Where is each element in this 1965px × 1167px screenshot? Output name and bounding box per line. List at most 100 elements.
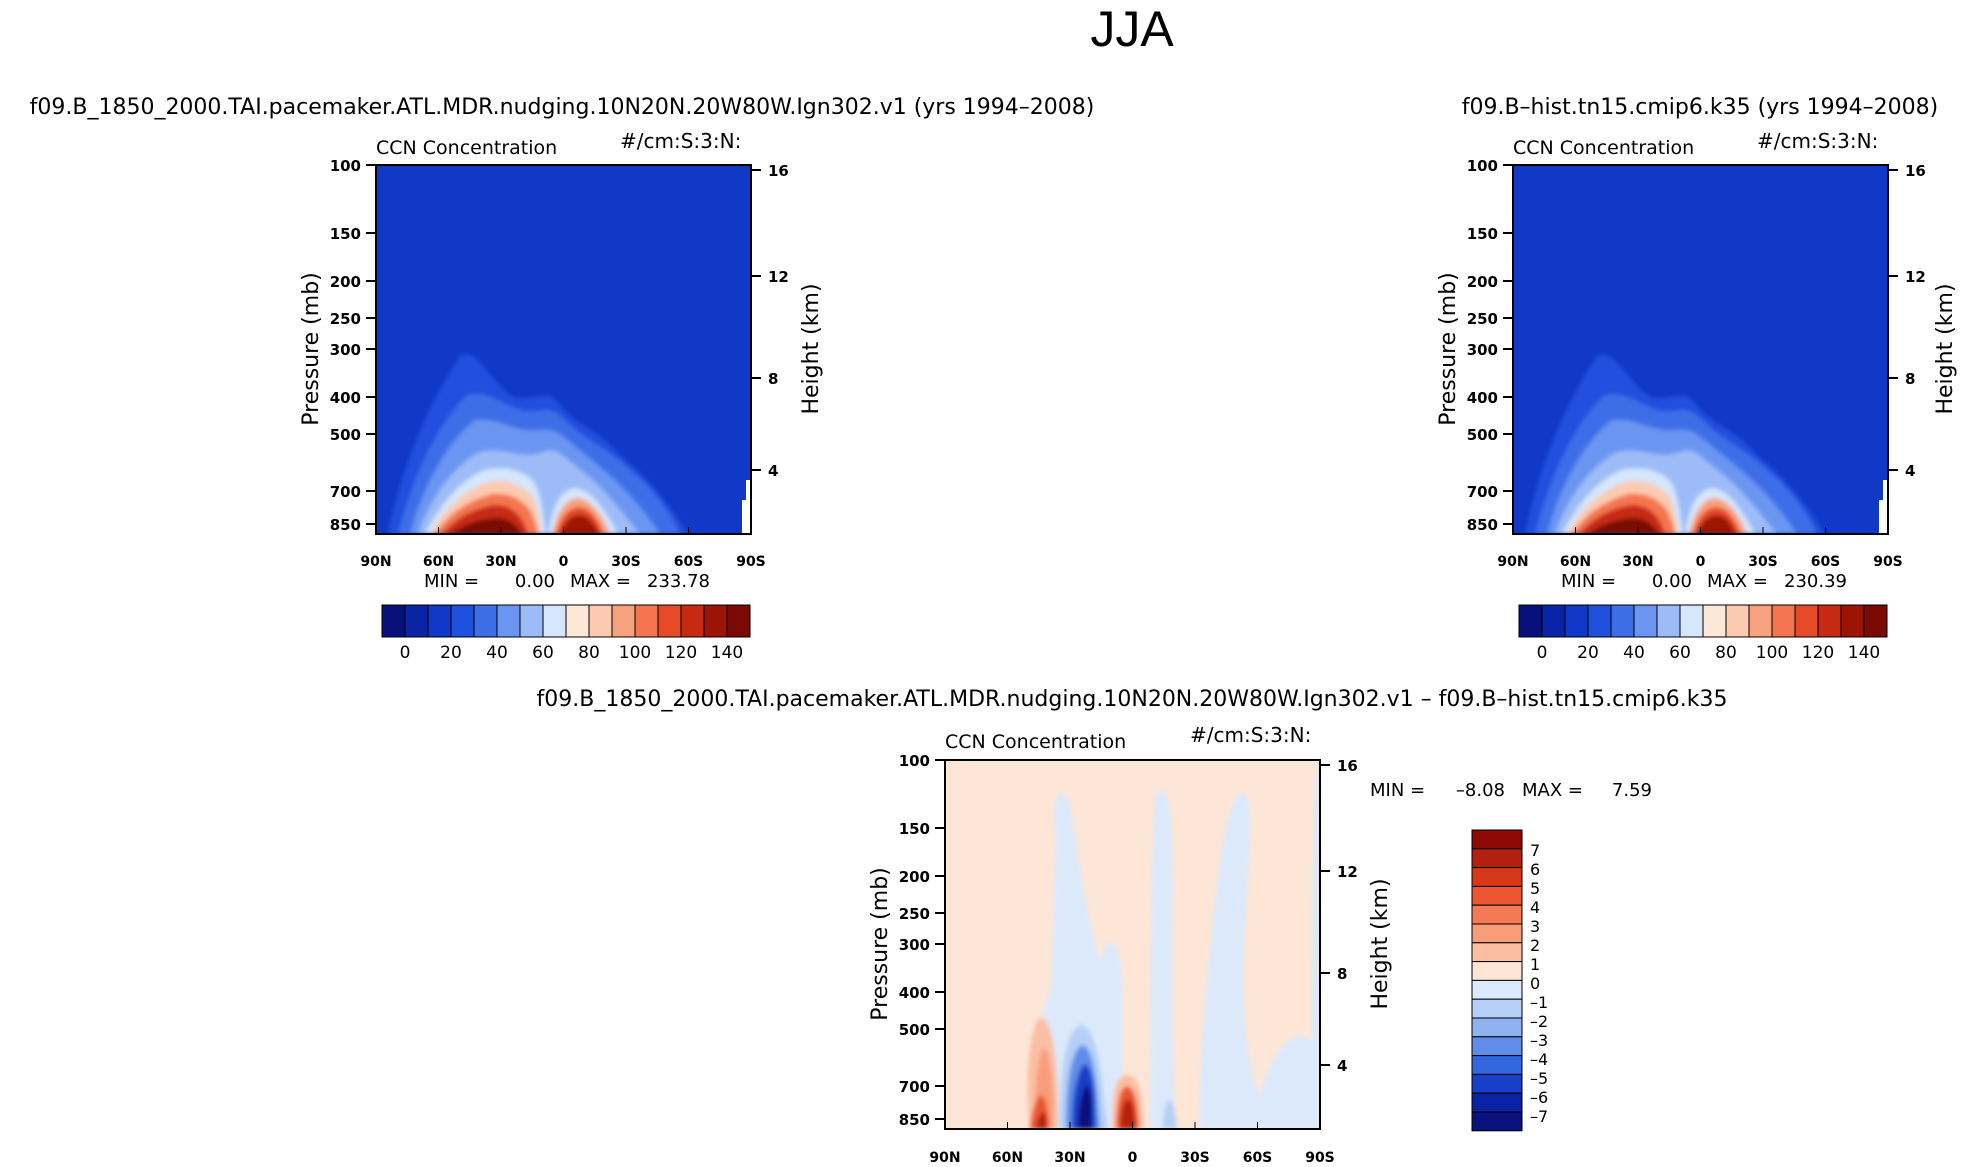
panel-2-ytick: 400 [1467, 389, 1498, 407]
colorbar-cell [1518, 604, 1543, 638]
panel-2-cbar-label: 100 [1756, 643, 1788, 663]
colorbar-cell [1471, 1092, 1523, 1113]
panel-3-cbar-label: –2 [1530, 1012, 1548, 1031]
panel-1-ytick: 100 [330, 157, 361, 175]
panel-3-xtick: 60S [1243, 1150, 1273, 1166]
colorbar-cell [1748, 604, 1773, 638]
panel-3-colorbar-labels: 7 6 5 4 3 2 1 0 –1 –2 –3 –4 –5 –6 –7 [1530, 841, 1548, 1126]
panel-2-ytick: 850 [1467, 516, 1498, 534]
panel-1-x-axis: 90N 60N 30N 0 30S 60S 90S [360, 527, 766, 570]
colorbar-cell [634, 604, 659, 638]
colorbar-cell [1702, 604, 1727, 638]
panel-2-units: #/cm:S:3:N: [1757, 129, 1878, 153]
panel-1-units: #/cm:S:3:N: [620, 129, 741, 153]
panel-1-ytick: 200 [330, 273, 361, 291]
panel-3-cbar-label: 5 [1530, 879, 1540, 898]
panel-3-ytick: 300 [899, 936, 930, 954]
panel-2-ytick: 250 [1467, 310, 1498, 328]
colorbar-cell [1863, 604, 1888, 638]
panel-3-ytick: 200 [899, 868, 930, 886]
panel-1-cbar-label: 120 [665, 643, 697, 663]
panel-1-xtick: 30S [611, 554, 641, 570]
panel-1-stats: MIN = 0.00 MAX = 233.78 [424, 571, 710, 592]
colorbar-cell [1471, 923, 1523, 944]
page-title: JJA [1090, 1, 1174, 57]
panel-1-xtick: 30N [485, 554, 516, 570]
panel-3-xtick: 30S [1180, 1150, 1210, 1166]
panel-2-colorbar-labels: 0 20 40 60 80 100 120 140 [1537, 643, 1881, 663]
panel-3-ylabel: Pressure (mb) [868, 867, 893, 1021]
colorbar-cell [1771, 604, 1796, 638]
colorbar-cell [565, 604, 590, 638]
panel-3-rtick: 16 [1337, 757, 1358, 775]
panel-2-colorbar [1518, 604, 1888, 638]
panel-1-ylabel: Pressure (mb) [299, 272, 324, 426]
colorbar-cell [703, 604, 728, 638]
panel-2-max-value: 230.39 [1784, 571, 1847, 592]
panel-2-field [1513, 165, 1888, 534]
panel-1-colorbar-labels: 0 20 40 60 80 100 120 140 [400, 643, 744, 663]
panel-3-cbar-label: 4 [1530, 898, 1540, 917]
panel-3-ylabel-right: Height (km) [1368, 878, 1393, 1009]
panel-1-colorbar [381, 604, 751, 638]
panel-3-xtick: 60N [992, 1150, 1023, 1166]
panel-3-stats: MIN = –8.08 MAX = 7.59 [1370, 780, 1652, 801]
panel-2-ytick: 500 [1467, 426, 1498, 444]
colorbar-cell [496, 604, 521, 638]
panel-3-cbar-label: –4 [1530, 1050, 1548, 1069]
panel-1-missing-sliver [746, 480, 751, 534]
panel-2-right-axis: 16 12 8 4 [1888, 162, 1926, 480]
panel-1-ytick: 700 [330, 483, 361, 501]
panel-2-min-value: 0.00 [1652, 571, 1692, 592]
panel-3-ytick: 850 [899, 1111, 930, 1129]
panel-1-ytick: 300 [330, 341, 361, 359]
colorbar-cell [588, 604, 613, 638]
panel-3-cbar-label: 3 [1530, 917, 1540, 936]
panel-3-rtick: 12 [1337, 863, 1358, 881]
colorbar-cell [1471, 998, 1523, 1019]
panel-2-cbar-label: 140 [1848, 643, 1880, 663]
panel-1-xtick: 90S [736, 554, 766, 570]
panel-1-ytick: 850 [330, 516, 361, 534]
colorbar-cell [1471, 942, 1523, 963]
panel-1-field [376, 165, 751, 534]
colorbar-cell [1471, 829, 1523, 850]
panel-3-ytick: 500 [899, 1021, 930, 1039]
panel-1-cbar-label: 80 [578, 643, 600, 663]
panel-2-contours [1525, 353, 1825, 534]
colorbar-cell [1610, 604, 1635, 638]
panel-3-cbar-label: 2 [1530, 936, 1540, 955]
panel-3-cbar-label: –3 [1530, 1031, 1548, 1050]
panel-1-xtick: 0 [559, 554, 569, 570]
panel-2-cbar-label: 60 [1669, 643, 1691, 663]
panel-3-variable: CCN Concentration [945, 731, 1126, 753]
panel-3-background [945, 760, 1320, 1129]
panel-1-max-label: MAX = [570, 571, 631, 592]
panel-2-rtick: 8 [1905, 370, 1915, 388]
colorbar-cell [381, 604, 406, 638]
panel-3-y-axis: 100 150 200 250 300 400 500 700 850 [899, 752, 945, 1129]
colorbar-cell [1471, 904, 1523, 925]
colorbar-cell [1471, 885, 1523, 906]
panel-1-cbar-label: 60 [532, 643, 554, 663]
panel-1-ytick: 250 [330, 310, 361, 328]
panel-1-max-value: 233.78 [647, 571, 710, 592]
panel-1-cbar-label: 20 [440, 643, 462, 663]
panel-2-x-axis: 90N 60N 30N 0 30S 60S 90S [1497, 527, 1903, 570]
panel-1-right-axis: 16 12 8 4 [751, 162, 789, 480]
panel-2-y-axis: 100 150 200 250 300 400 500 700 850 [1467, 157, 1513, 534]
colorbar-cell [542, 604, 567, 638]
panel-3-cbar-label: 0 [1530, 974, 1540, 993]
panel-3-rtick: 8 [1337, 965, 1347, 983]
panel-2-max-label: MAX = [1707, 571, 1768, 592]
panel-2-xtick: 90S [1873, 554, 1903, 570]
panel-2-cbar-label: 20 [1577, 643, 1599, 663]
panel-2-title: f09.B–hist.tn15.cmip6.k35 (yrs 1994–2008… [1462, 95, 1939, 120]
panel-3-cbar-label: –1 [1530, 993, 1548, 1012]
panel-1-cbar-label: 0 [400, 643, 411, 663]
panel-3-cbar-label: –6 [1530, 1088, 1548, 1107]
colorbar-cell [1679, 604, 1704, 638]
colorbar-cell [657, 604, 682, 638]
panel-2-ytick: 200 [1467, 273, 1498, 291]
